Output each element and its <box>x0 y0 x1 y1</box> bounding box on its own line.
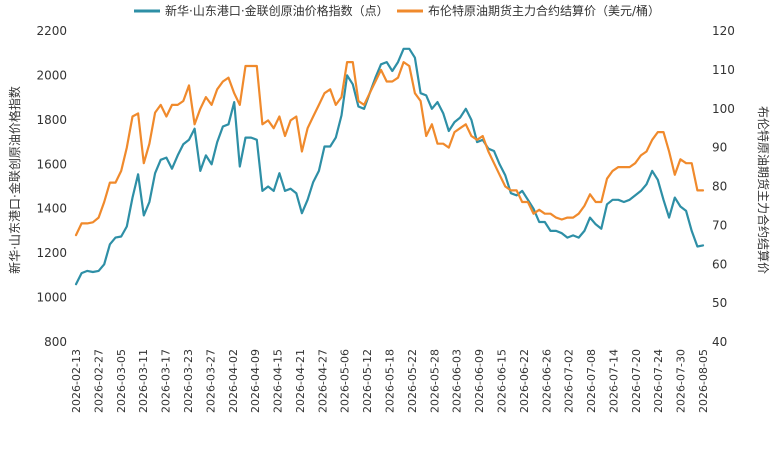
x-tick-label: 2026-02-27 <box>92 349 105 413</box>
x-tick-label: 2026-05-28 <box>428 349 441 413</box>
x-tick-label: 2026-04-21 <box>294 349 307 413</box>
left-tick-label: 1400 <box>36 202 67 216</box>
x-tick-label: 2026-08-05 <box>697 349 710 413</box>
x-tick-label: 2026-03-11 <box>137 349 150 413</box>
x-tick-label: 2026-05-06 <box>339 349 352 413</box>
x-tick-label: 2026-04-02 <box>227 349 240 413</box>
left-tick-label: 1600 <box>36 157 67 171</box>
x-tick-label: 2026-07-02 <box>563 349 576 413</box>
right-tick-label: 40 <box>712 335 727 349</box>
right-tick-label: 120 <box>712 24 735 38</box>
series-lines <box>74 47 705 286</box>
right-tick-label: 50 <box>712 296 727 310</box>
x-tick-label: 2026-07-08 <box>585 349 598 413</box>
left-tick-label: 1200 <box>36 246 67 260</box>
right-axis-ticks: 40 50 60 70 80 90 100 110 120 <box>712 24 735 349</box>
right-tick-label: 100 <box>712 102 735 116</box>
x-tick-label: 2026-07-30 <box>675 349 688 413</box>
x-tick-label: 2026-03-27 <box>204 349 217 413</box>
x-tick-label: 2026-04-27 <box>316 349 329 413</box>
x-tick-label: 2026-05-12 <box>361 349 374 413</box>
x-tick-label: 2026-04-15 <box>272 349 285 413</box>
left-axis-title: 新华·山东港口·金联创原油价格指数 <box>7 86 22 274</box>
x-tick-label: 2026-07-20 <box>630 349 643 413</box>
left-tick-label: 1800 <box>36 113 67 127</box>
x-tick-label: 2026-06-09 <box>473 349 486 413</box>
x-tick-label: 2026-04-09 <box>249 349 262 413</box>
x-tick-label: 2026-03-17 <box>160 349 173 413</box>
left-tick-label: 2000 <box>36 68 67 82</box>
right-tick-label: 90 <box>712 141 727 155</box>
x-tick-label: 2026-06-26 <box>540 349 553 413</box>
legend-label-series-1: 布伦特原油期货主力合约结算价（美元/桶） <box>428 3 660 18</box>
left-tick-label: 800 <box>44 335 67 349</box>
legend-label-series-0: 新华·山东港口·金联创原油价格指数（点） <box>165 3 389 18</box>
x-tick-label: 2026-03-23 <box>182 349 195 413</box>
x-axis-ticks: 2026-02-13 2026-02-27 2026-03-05 2026-03-11… <box>70 349 710 413</box>
x-tick-label: 2026-07-24 <box>652 349 665 413</box>
series-line-0 <box>74 47 705 286</box>
left-axis-ticks: 800 1000 1200 1400 1600 1800 2000 2200 <box>36 24 67 349</box>
x-tick-label: 2026-05-22 <box>406 349 419 413</box>
right-tick-label: 70 <box>712 218 727 232</box>
x-tick-label: 2026-03-05 <box>115 349 128 413</box>
left-tick-label: 1000 <box>36 291 67 305</box>
series-line-1 <box>74 61 705 237</box>
left-tick-label: 2200 <box>36 24 67 38</box>
x-tick-label: 2026-06-22 <box>518 349 531 413</box>
right-axis-title: 布伦特原油期货主力合约结算价 <box>756 106 771 274</box>
x-tick-label: 2026-05-18 <box>384 349 397 413</box>
right-tick-label: 80 <box>712 180 727 194</box>
right-tick-label: 60 <box>712 257 727 271</box>
x-tick-label: 2026-07-14 <box>607 349 620 413</box>
x-tick-label: 2026-06-15 <box>495 349 508 413</box>
x-tick-label: 2026-02-13 <box>70 349 83 413</box>
right-tick-label: 110 <box>712 63 735 77</box>
legend: 新华·山东港口·金联创原油价格指数（点） 布伦特原油期货主力合约结算价（美元/桶… <box>134 3 660 18</box>
x-tick-label: 2026-06-03 <box>451 349 464 413</box>
